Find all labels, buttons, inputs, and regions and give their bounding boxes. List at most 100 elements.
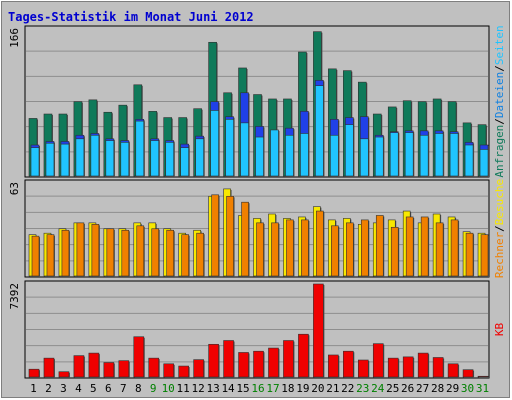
bar-kb-day-4 — [73, 355, 85, 378]
bar-kb-day-7 — [118, 360, 130, 378]
bar-rechner-day-25 — [390, 226, 399, 277]
bar-rechner-day-3 — [61, 229, 70, 277]
x-tick-day-31: 31 — [476, 382, 489, 395]
bar-kb-day-24 — [372, 343, 384, 378]
x-tick-day-2: 2 — [45, 382, 52, 395]
bar-seiten-day-17 — [270, 129, 279, 177]
bar-seiten-day-25 — [389, 132, 399, 177]
x-tick-day-27: 27 — [416, 382, 429, 395]
bar-seiten-day-18 — [285, 134, 294, 177]
legend-entry-middle-2: Besuche — [493, 179, 506, 225]
bar-seiten-day-12 — [195, 138, 204, 177]
bar-kb-day-12 — [193, 359, 204, 378]
panel-top-legend-label: Anfragen/Dateien/Seiten — [493, 25, 506, 177]
bar-kb-day-2 — [43, 357, 55, 378]
bar-seiten-day-7 — [120, 142, 130, 177]
bar-kb-day-1 — [28, 368, 40, 378]
bar-seiten-day-22 — [345, 124, 354, 177]
bar-kb-day-29 — [447, 363, 459, 378]
bar-kb-day-21 — [328, 354, 339, 378]
panel-bottom-ymax-label: 7392 — [8, 283, 21, 310]
bar-seiten-day-6 — [105, 140, 115, 177]
bar-seiten-day-10 — [165, 142, 175, 177]
x-tick-day-20: 20 — [311, 382, 324, 395]
panel-bottom: 7392 — [8, 280, 490, 379]
bar-rechner-day-30 — [465, 232, 474, 277]
bar-seiten-day-23 — [359, 138, 369, 177]
bar-seiten-day-11 — [180, 147, 189, 177]
bar-rechner-day-31 — [480, 234, 489, 277]
x-tick-day-6: 6 — [105, 382, 112, 395]
bar-seiten-day-30 — [464, 144, 474, 177]
bar-rechner-day-17 — [271, 222, 279, 277]
bar-seiten-day-1 — [30, 147, 40, 177]
bar-kb-day-31-shadow — [479, 377, 490, 378]
bar-kb-day-27 — [417, 352, 429, 378]
bar-kb-day-6 — [103, 362, 115, 378]
bar-seiten-day-15 — [240, 122, 249, 177]
x-tick-day-12: 12 — [192, 382, 205, 395]
bar-kb-day-31 — [477, 375, 489, 378]
x-tick-day-4: 4 — [75, 382, 82, 395]
bar-seiten-day-31 — [479, 149, 489, 177]
bar-seiten-day-3 — [60, 143, 70, 177]
bar-kb-day-13 — [208, 343, 219, 378]
bar-seiten-day-2 — [45, 142, 55, 177]
bar-seiten-day-14 — [225, 119, 234, 177]
bar-rechner-day-14 — [226, 195, 234, 277]
panel-middle: 63 — [8, 179, 490, 278]
bar-seiten-day-26 — [404, 132, 414, 177]
bar-kb-day-10 — [163, 363, 175, 378]
bar-seiten-day-13 — [210, 110, 219, 177]
bar-seiten-day-20 — [315, 85, 324, 177]
bar-rechner-day-19 — [301, 219, 309, 277]
bar-rechner-day-2 — [46, 234, 55, 277]
legend-entry-top-3: / — [493, 65, 506, 72]
chart-panels: 166 63 7392 — [8, 25, 490, 379]
x-tick-day-9: 9 — [150, 382, 157, 395]
bar-rechner-day-18 — [286, 219, 294, 277]
bar-rechner-day-15 — [241, 201, 249, 277]
bar-rechner-day-7 — [121, 229, 130, 277]
bar-rechner-day-13 — [211, 194, 219, 277]
bar-rechner-day-23 — [360, 219, 369, 277]
x-tick-day-1: 1 — [30, 382, 37, 395]
bar-kb-day-26 — [402, 356, 414, 378]
bar-kb-day-28 — [432, 357, 444, 378]
bar-kb-day-25 — [387, 357, 399, 378]
x-tick-day-23: 23 — [356, 382, 369, 395]
x-tick-day-5: 5 — [90, 382, 97, 395]
panel-middle-ymax-label: 63 — [8, 182, 21, 195]
bar-seiten-day-9 — [150, 140, 160, 177]
bar-kb-day-16 — [253, 350, 264, 378]
bar-seiten-day-16 — [255, 136, 264, 177]
legend-entry-middle-0: Rechner — [493, 231, 506, 278]
x-tick-day-28: 28 — [431, 382, 444, 395]
bar-rechner-day-28 — [435, 222, 444, 277]
panel-middle-legend-label: Rechner/Besuche — [493, 179, 506, 278]
bar-kb-day-18 — [283, 340, 294, 378]
x-tick-day-16: 16 — [251, 382, 264, 395]
bar-seiten-day-24 — [374, 136, 384, 177]
x-tick-day-24: 24 — [371, 382, 385, 395]
bar-rechner-day-6 — [106, 228, 115, 277]
bar-rechner-day-20 — [316, 210, 324, 277]
bar-seiten-day-29 — [449, 133, 459, 177]
panel-bottom-legend-label: KB — [493, 323, 506, 337]
bar-seiten-day-5 — [90, 134, 100, 177]
x-tick-day-14: 14 — [221, 382, 235, 395]
legend-entry-top-0: Anfragen — [493, 125, 506, 178]
bar-rechner-day-26 — [405, 216, 414, 277]
x-tick-day-19: 19 — [296, 382, 309, 395]
panel-top-ymax-label: 166 — [8, 28, 21, 48]
bar-kb-day-3 — [58, 371, 70, 378]
x-tick-day-10: 10 — [162, 382, 175, 395]
x-tick-day-21: 21 — [326, 382, 339, 395]
bar-rechner-day-22 — [346, 222, 354, 277]
legend-entry-top-2: Dateien — [493, 72, 506, 118]
x-tick-day-8: 8 — [135, 382, 142, 395]
bar-seiten-day-8 — [135, 120, 145, 177]
bar-rechner-day-4 — [76, 222, 85, 277]
